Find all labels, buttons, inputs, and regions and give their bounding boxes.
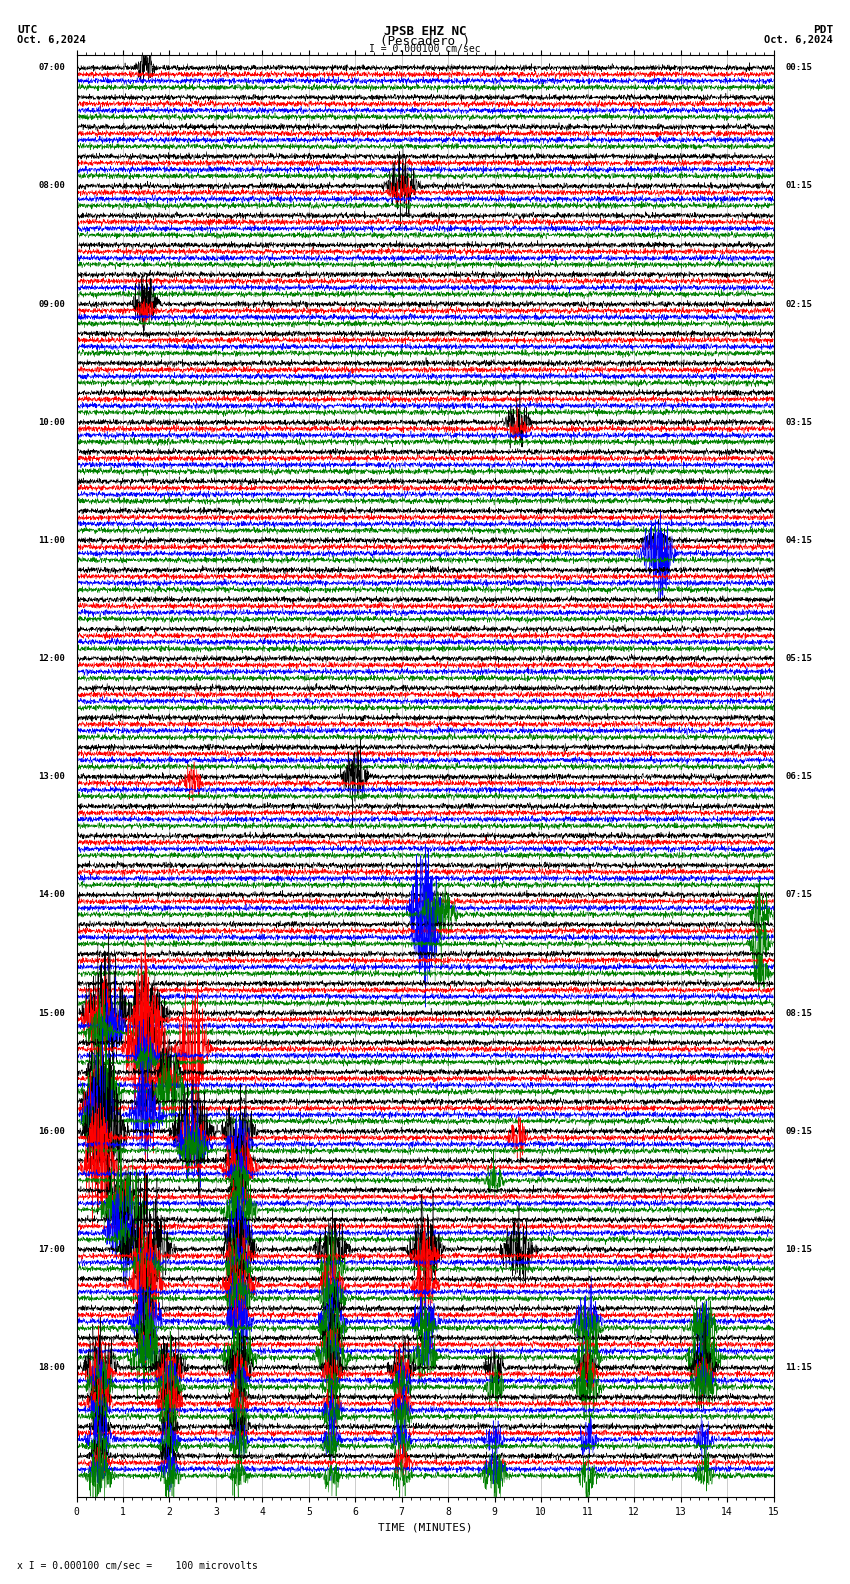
Text: 10:15: 10:15 bbox=[785, 1245, 812, 1255]
Text: Oct. 6,2024: Oct. 6,2024 bbox=[17, 35, 86, 44]
Text: 06:15: 06:15 bbox=[785, 773, 812, 781]
Text: 03:15: 03:15 bbox=[785, 418, 812, 426]
Text: 18:00: 18:00 bbox=[38, 1362, 65, 1372]
Text: 13:00: 13:00 bbox=[38, 773, 65, 781]
Text: 04:15: 04:15 bbox=[785, 535, 812, 545]
Text: 14:00: 14:00 bbox=[38, 890, 65, 900]
Text: 11:15: 11:15 bbox=[785, 1362, 812, 1372]
Text: 09:15: 09:15 bbox=[785, 1126, 812, 1136]
Text: 08:00: 08:00 bbox=[38, 182, 65, 190]
Text: (Pescadero ): (Pescadero ) bbox=[380, 35, 470, 48]
Text: 01:15: 01:15 bbox=[785, 182, 812, 190]
Text: Oct. 6,2024: Oct. 6,2024 bbox=[764, 35, 833, 44]
Text: 10:00: 10:00 bbox=[38, 418, 65, 426]
Text: 02:15: 02:15 bbox=[785, 299, 812, 309]
Text: 00:15: 00:15 bbox=[785, 63, 812, 73]
Text: 07:00: 07:00 bbox=[38, 63, 65, 73]
Text: 17:00: 17:00 bbox=[38, 1245, 65, 1255]
Text: JPSB EHZ NC: JPSB EHZ NC bbox=[383, 25, 467, 38]
Text: UTC: UTC bbox=[17, 25, 37, 35]
Text: 07:15: 07:15 bbox=[785, 890, 812, 900]
Text: 16:00: 16:00 bbox=[38, 1126, 65, 1136]
Text: 09:00: 09:00 bbox=[38, 299, 65, 309]
X-axis label: TIME (MINUTES): TIME (MINUTES) bbox=[377, 1522, 473, 1532]
Text: 12:00: 12:00 bbox=[38, 654, 65, 664]
Text: I = 0.000100 cm/sec: I = 0.000100 cm/sec bbox=[369, 44, 481, 54]
Text: 05:15: 05:15 bbox=[785, 654, 812, 664]
Text: x I = 0.000100 cm/sec =    100 microvolts: x I = 0.000100 cm/sec = 100 microvolts bbox=[17, 1562, 258, 1571]
Text: PDT: PDT bbox=[813, 25, 833, 35]
Text: 15:00: 15:00 bbox=[38, 1009, 65, 1017]
Text: 11:00: 11:00 bbox=[38, 535, 65, 545]
Text: 08:15: 08:15 bbox=[785, 1009, 812, 1017]
